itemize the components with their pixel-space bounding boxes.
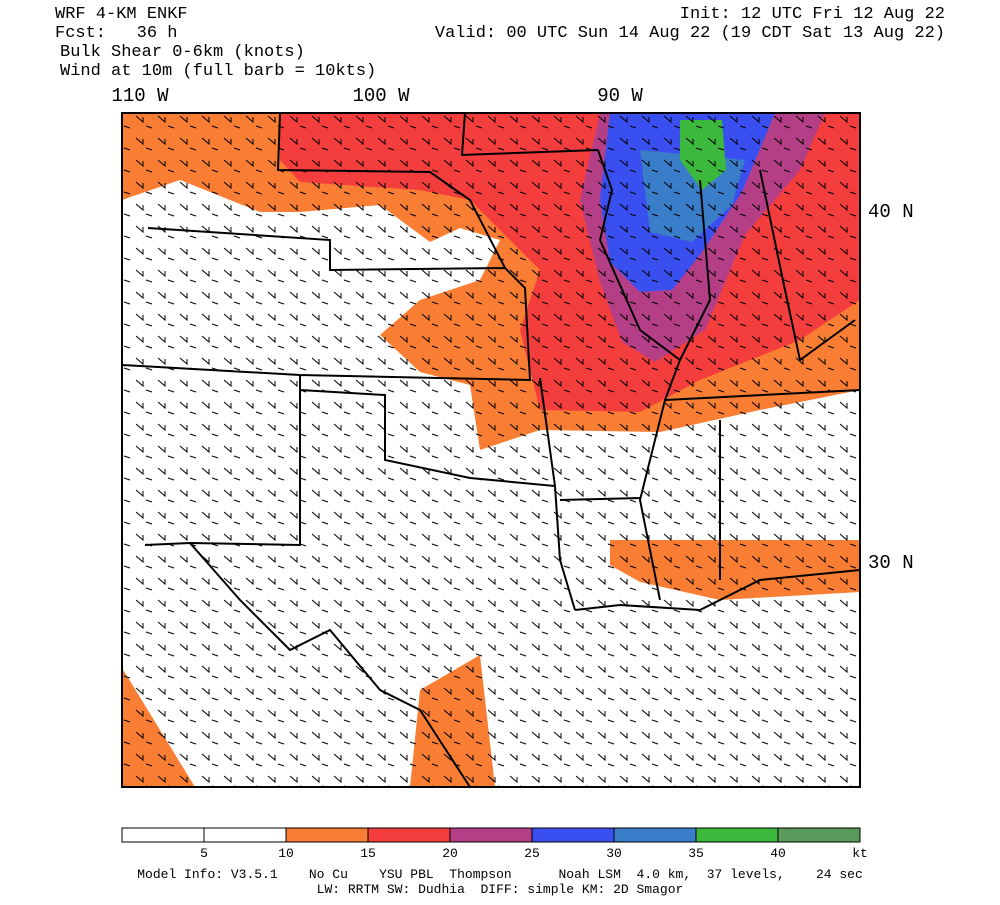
colorbar-segment xyxy=(613,827,697,843)
colorbar-tick-label: 15 xyxy=(360,846,376,861)
footer-line: Model Info: V3.5.1 No Cu YSU PBL Thompso… xyxy=(137,867,863,882)
field-title: Bulk Shear 0-6km (knots) xyxy=(60,43,305,62)
wind-title: Wind at 10m (full barb = 10kts) xyxy=(60,62,376,81)
colorbar-tick-label: 5 xyxy=(200,846,208,861)
map-frame xyxy=(121,112,861,788)
colorbar-segment xyxy=(121,827,205,843)
colorbar-tick-label: 40 xyxy=(770,846,786,861)
forecast-hour: Fcst: 36 h xyxy=(55,24,177,43)
map-plot xyxy=(122,113,860,787)
colorbar-segment xyxy=(777,827,861,843)
colorbar: 5 10 15 20 25 30 35 40 kt xyxy=(121,827,868,861)
lon-label: 100 W xyxy=(352,85,410,107)
lon-label: 110 W xyxy=(111,85,169,107)
colorbar-tick-label: 10 xyxy=(278,846,294,861)
colorbar-segment xyxy=(695,827,779,843)
lat-label: 40 N xyxy=(868,201,914,223)
colorbar-segment xyxy=(531,827,615,843)
colorbar-tick-label: 25 xyxy=(524,846,540,861)
colorbar-segment xyxy=(203,827,287,843)
footer-line: LW: RRTM SW: Dudhia DIFF: simple KM: 2D … xyxy=(317,882,684,897)
colorbar-tick-label: 35 xyxy=(688,846,704,861)
lat-label: 30 N xyxy=(868,552,914,574)
colorbar-segment xyxy=(449,827,533,843)
init-time: Init: 12 UTC Fri 12 Aug 22 xyxy=(680,5,945,24)
lon-label: 90 W xyxy=(597,85,643,107)
colorbar-segment xyxy=(285,827,369,843)
colorbar-segment xyxy=(367,827,451,843)
colorbar-unit: kt xyxy=(852,846,868,861)
colorbar-tick-label: 20 xyxy=(442,846,458,861)
colorbar-tick-label: 30 xyxy=(606,846,622,861)
model-title: WRF 4-KM ENKF xyxy=(55,5,188,24)
valid-time: Valid: 00 UTC Sun 14 Aug 22 (19 CDT Sat … xyxy=(435,24,945,43)
state-borders xyxy=(122,113,860,787)
wind-barbs xyxy=(122,113,860,787)
